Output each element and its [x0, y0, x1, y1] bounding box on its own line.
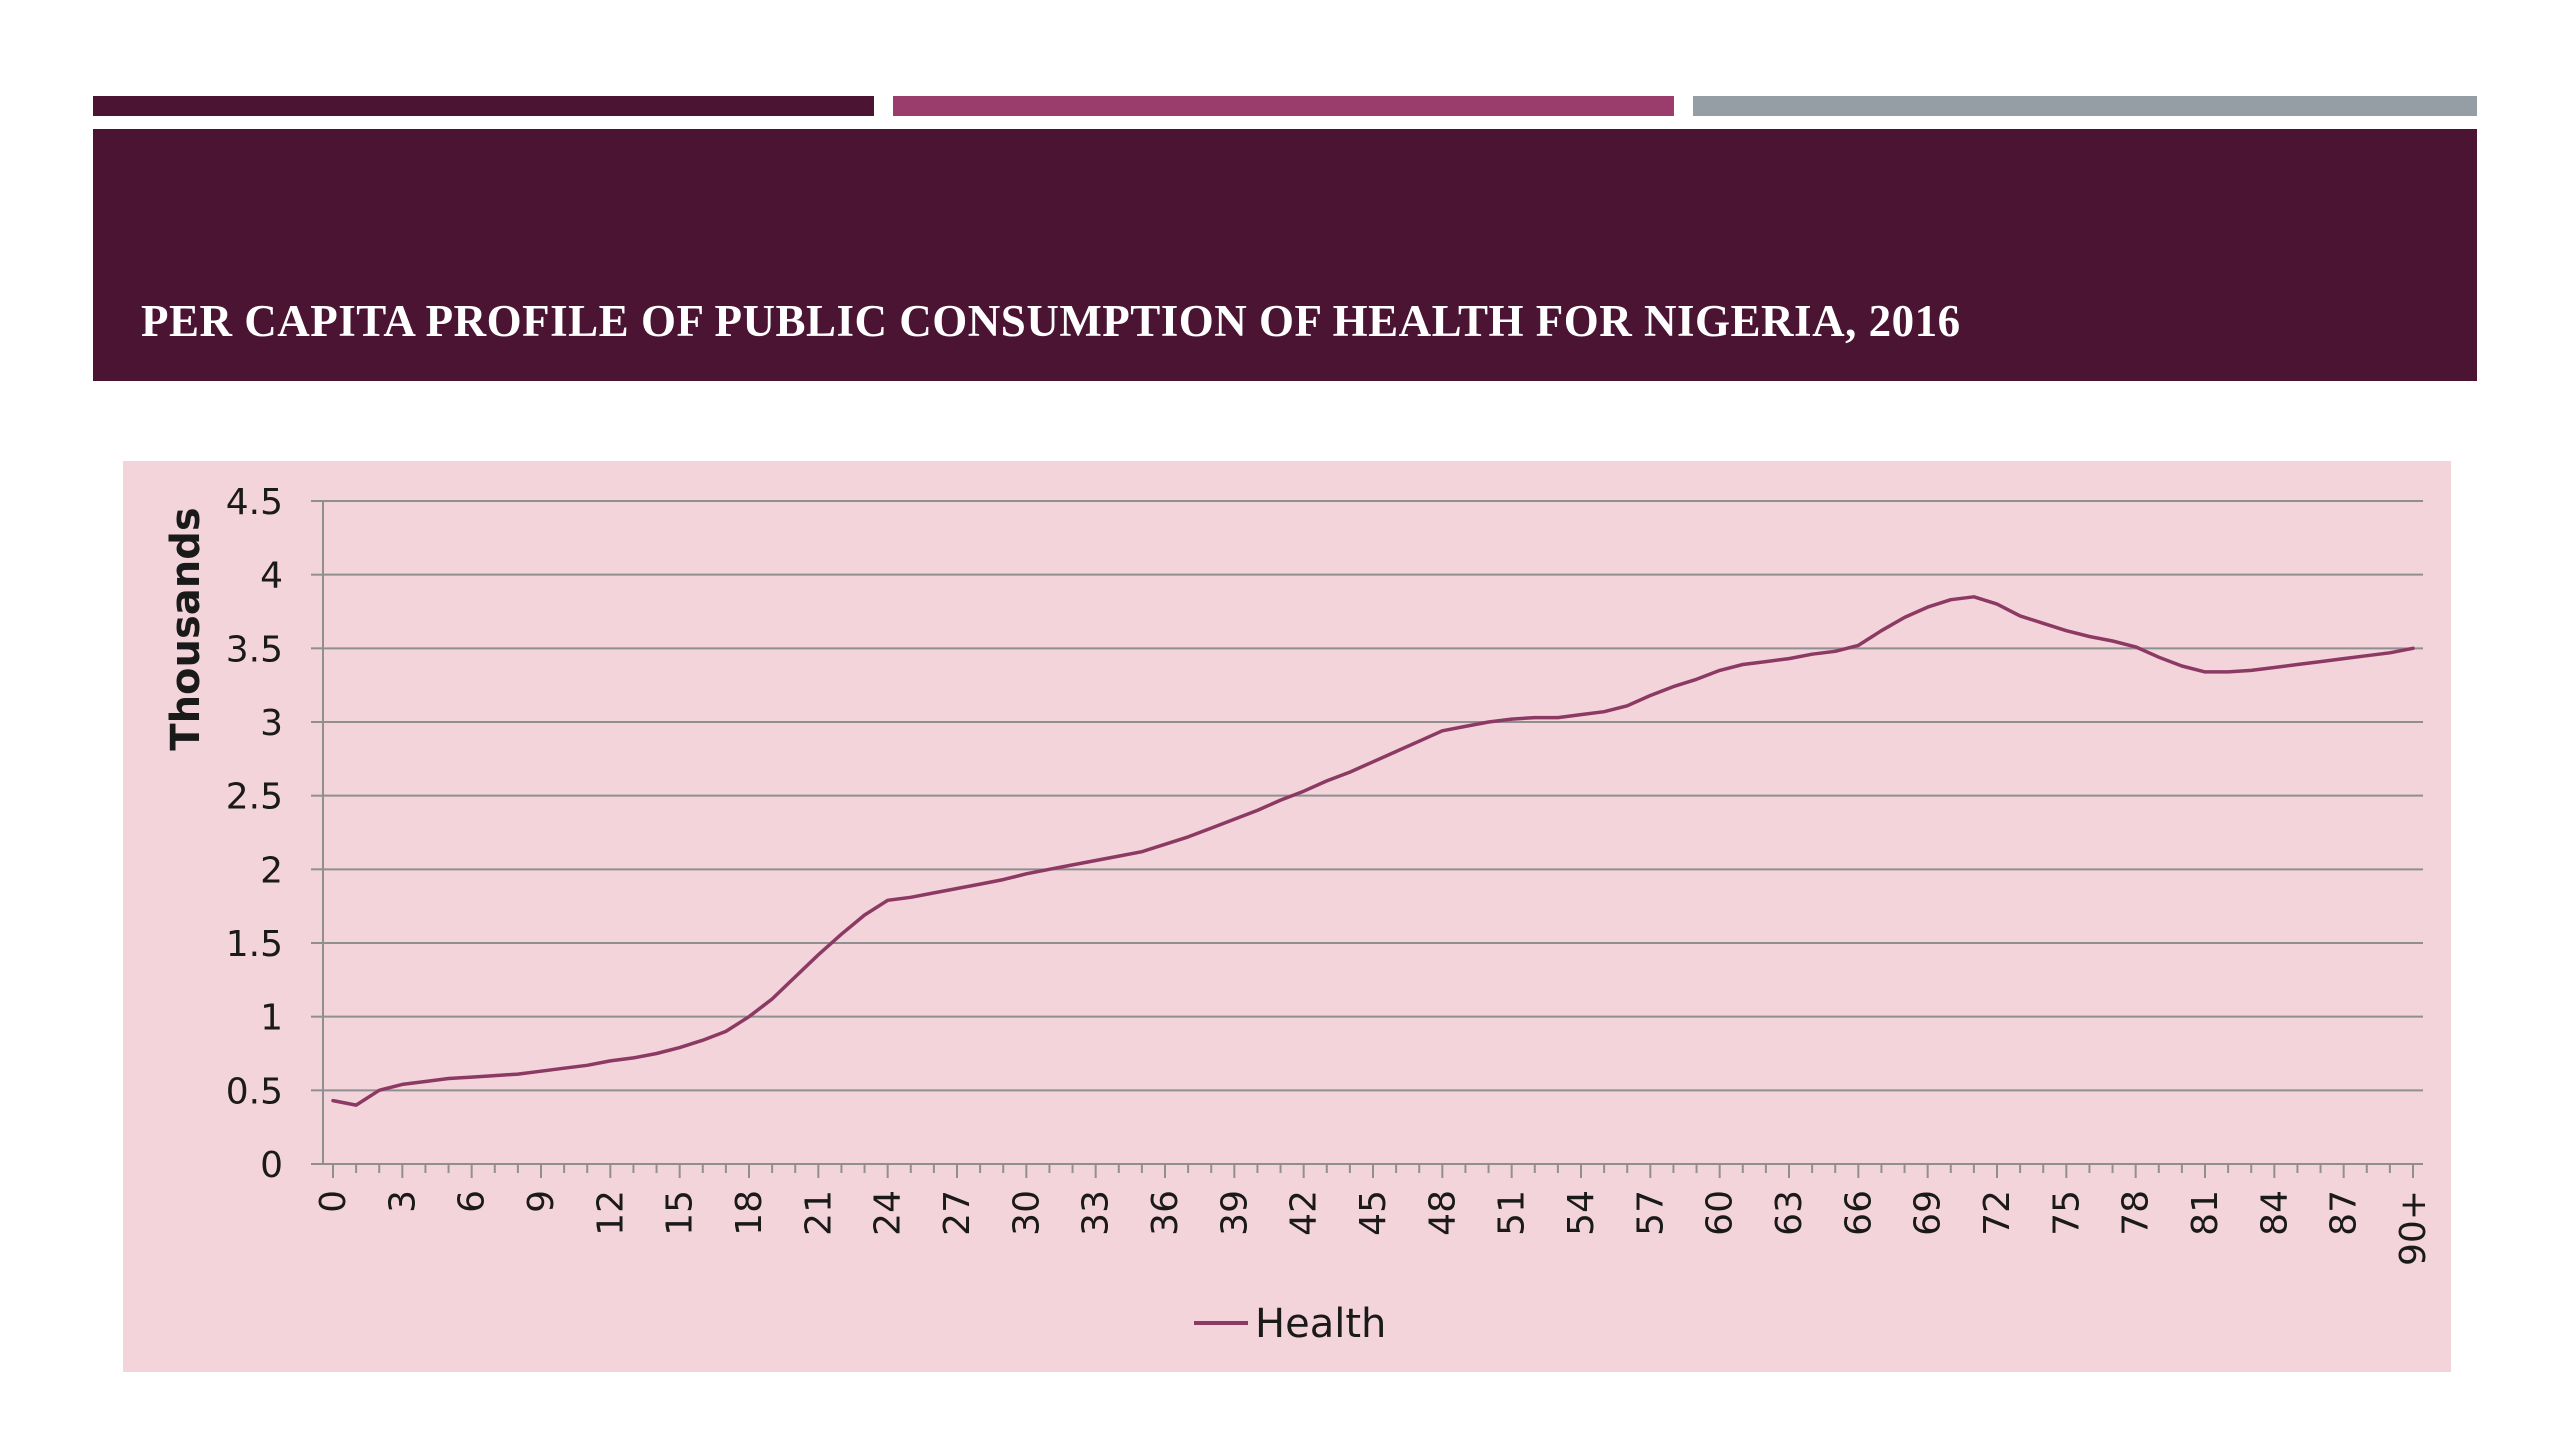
x-tick-label: 39 [1214, 1190, 1255, 1236]
x-tick-label: 3 [382, 1190, 423, 1213]
x-tick-label: 51 [1492, 1190, 1533, 1236]
x-tick-label: 21 [798, 1190, 839, 1236]
y-tick-label: 3.5 [226, 629, 283, 670]
legend: Health [1194, 1301, 1386, 1347]
y-tick-labels: 0 0.5 1 1.5 2 2.5 3 3.5 4 4.5 [226, 482, 283, 1186]
x-tick-label: 81 [2185, 1190, 2226, 1236]
y-tick-label: 3 [260, 703, 283, 744]
x-tick-label: 18 [729, 1190, 770, 1236]
gridlines [311, 500, 2423, 1165]
x-tick-label: 6 [452, 1190, 493, 1213]
y-tick-label: 0.5 [226, 1071, 283, 1112]
y-tick-label: 4 [260, 556, 283, 597]
x-tick-label: 57 [1630, 1190, 1671, 1236]
y-tick-label: 0 [260, 1145, 283, 1186]
x-tick-label: 84 [2254, 1190, 2295, 1236]
x-tick-label: 24 [868, 1190, 909, 1236]
y-tick-label: 1.5 [226, 924, 283, 965]
x-tick-label: 30 [1006, 1190, 1047, 1236]
x-tick-label: 15 [660, 1190, 701, 1236]
x-tick-label: 72 [1977, 1190, 2018, 1236]
x-tick-label: 48 [1422, 1190, 1463, 1236]
x-tick-label: 63 [1769, 1190, 1810, 1236]
x-tick-label: 27 [937, 1190, 978, 1236]
x-tick-label: 0 [313, 1190, 354, 1213]
x-tick-label: 90+ [2393, 1190, 2434, 1266]
x-tick-label: 60 [1700, 1190, 1741, 1236]
accent-bar-mauve [893, 96, 1674, 116]
x-tick-label: 9 [521, 1190, 562, 1213]
y-tick-label: 1 [260, 998, 283, 1039]
y-tick-label: 2 [260, 850, 283, 891]
title-band: PER CAPITA PROFILE OF PUBLIC CONSUMPTION… [93, 129, 2477, 381]
x-tick-label: 69 [1908, 1190, 1949, 1236]
line-chart: 00.511.522.533.544.5 0 3 6 9 12 15 18 21 24 27 30 3… [163, 482, 2434, 1347]
y-tick-label: 4.5 [226, 482, 283, 523]
x-tick-label: 87 [2324, 1190, 2365, 1236]
x-tick-label: 36 [1145, 1190, 1186, 1236]
axes [322, 501, 2423, 1178]
x-tick-label: 78 [2116, 1190, 2157, 1236]
legend-label-health: Health [1255, 1301, 1386, 1347]
y-tick-label: 2.5 [226, 777, 283, 818]
x-tick-label: 12 [590, 1190, 631, 1236]
x-tick-label: 45 [1353, 1190, 1394, 1236]
y-axis-title: Thousands [163, 507, 209, 750]
slide-title: PER CAPITA PROFILE OF PUBLIC CONSUMPTION… [141, 296, 1961, 346]
accent-bar-dark [93, 96, 874, 116]
x-tick-label: 33 [1076, 1190, 1117, 1236]
chart-panel: 0 0.5 1 1.5 2 2.5 3 3.5 4 4.5 0 3 6 9 12 15 18 21 24 27 30 3… [123, 461, 2451, 1372]
x-tick-label: 75 [2046, 1190, 2087, 1236]
series-line-health [331, 595, 2415, 1107]
x-tick-label: 54 [1561, 1190, 1602, 1236]
accent-bar-gray [1693, 96, 2477, 116]
x-tick-label: 42 [1284, 1190, 1325, 1236]
x-tick-labels: 0 3 6 9 12 15 18 21 24 27 30 33 36 39 42 45 48 51 54 57 60 63… [313, 1190, 2434, 1266]
x-tick-label: 66 [1838, 1190, 1879, 1236]
